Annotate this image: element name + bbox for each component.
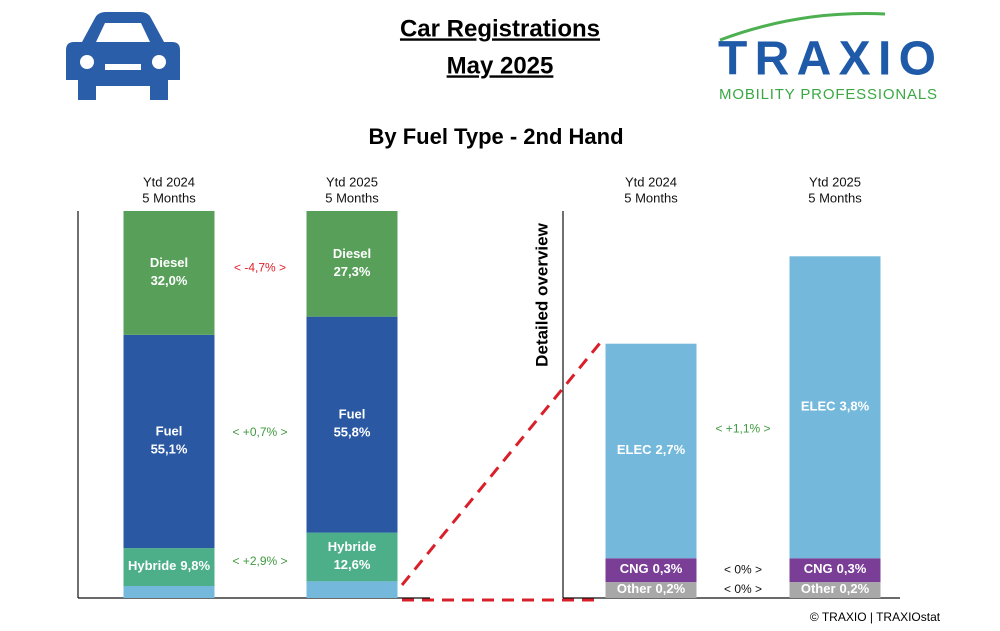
segment-label: Hybride 9,8%: [128, 558, 210, 573]
category-label: Ytd 2025: [326, 174, 378, 189]
bar-segment: [605, 582, 697, 598]
series-name: Diesel: [333, 246, 371, 261]
value-label: 3,8%: [840, 399, 870, 414]
category-label: Ytd 2024: [143, 174, 195, 189]
change-label: < -4,7% >: [234, 261, 286, 275]
bar-segment: [123, 548, 215, 587]
y-axis-label: Detailed overview: [532, 222, 551, 366]
category-label: Ytd 2025: [809, 174, 861, 189]
change-label: < 0% >: [724, 582, 762, 596]
segment-label: Diesel 27,3%: [333, 246, 371, 279]
segment-label: CNG 0,3%: [620, 562, 683, 577]
segment-label: Hybride 12,6%: [328, 539, 376, 572]
bar-segment: [123, 334, 215, 549]
bar-segment: [306, 581, 398, 598]
value-label: 12,6%: [334, 557, 371, 572]
series-name: CNG: [804, 562, 833, 577]
bar-segment: [123, 586, 215, 598]
change-label: < 0% >: [724, 562, 762, 576]
bar-segment: [789, 558, 881, 583]
series-name: Diesel: [150, 255, 188, 270]
bar-segment: [789, 582, 881, 598]
series-name: ELEC: [801, 399, 836, 414]
category-label: 5 Months: [624, 190, 678, 205]
value-label: 55,1%: [151, 442, 188, 457]
segment-label: Fuel 55,1%: [151, 424, 188, 457]
value-label: 32,0%: [151, 273, 188, 288]
value-label: 9,8%: [180, 558, 210, 573]
logo-swoosh: [719, 12, 886, 42]
value-label: 2,7%: [656, 442, 686, 457]
segment-label: Diesel 32,0%: [150, 255, 188, 288]
category-label: 5 Months: [142, 190, 196, 205]
logo: TRAXIO: [718, 33, 936, 86]
value-label: 0,3%: [653, 562, 683, 577]
category-label: Ytd 2024: [625, 174, 677, 189]
segment-label: CNG 0,3%: [804, 562, 867, 577]
value-label: 27,3%: [334, 264, 371, 279]
segment-label: Other 0,2%: [801, 581, 870, 596]
car-icon: [66, 12, 180, 100]
series-name: CNG: [620, 562, 649, 577]
bar-segment: [123, 211, 215, 335]
footer: © TRAXIO | TRAXIOstat: [810, 610, 941, 624]
series-name: Other: [617, 581, 652, 596]
section-title: By Fuel Type - 2nd Hand: [368, 124, 623, 149]
title-date: May 2025: [447, 52, 554, 79]
series-name: Hybride: [328, 539, 376, 554]
logo-tagline: MOBILITY PROFESSIONALS: [719, 86, 937, 103]
segment-label: Other 0,2%: [617, 581, 686, 596]
change-label: < +0,7% >: [232, 425, 287, 439]
category-label: 5 Months: [325, 190, 379, 205]
bar-segment: [605, 558, 697, 583]
series-name: Other: [801, 581, 836, 596]
value-label: 0,2%: [656, 581, 686, 596]
bar-segment: [306, 532, 398, 582]
segment-label: ELEC 3,8%: [801, 399, 870, 414]
bar-segment: [306, 316, 398, 533]
series-name: Hybride: [128, 558, 176, 573]
segment-label: ELEC 2,7%: [617, 442, 686, 457]
value-label: 0,3%: [837, 562, 867, 577]
bar-segment: [306, 211, 398, 317]
bar-segment: [789, 256, 881, 559]
category-label: 5 Months: [808, 190, 862, 205]
change-label: < +1,1% >: [715, 421, 770, 435]
bar-segment: [605, 343, 697, 559]
series-name: Fuel: [156, 424, 183, 439]
change-label: < +2,9% >: [232, 554, 287, 568]
title: Car Registrations: [400, 15, 600, 42]
value-label: 0,2%: [840, 581, 870, 596]
series-name: Fuel: [339, 407, 366, 422]
connector: [400, 342, 602, 602]
segment-label: Fuel 55,8%: [334, 407, 371, 440]
series-name: ELEC: [617, 442, 652, 457]
value-label: 55,8%: [334, 425, 371, 440]
